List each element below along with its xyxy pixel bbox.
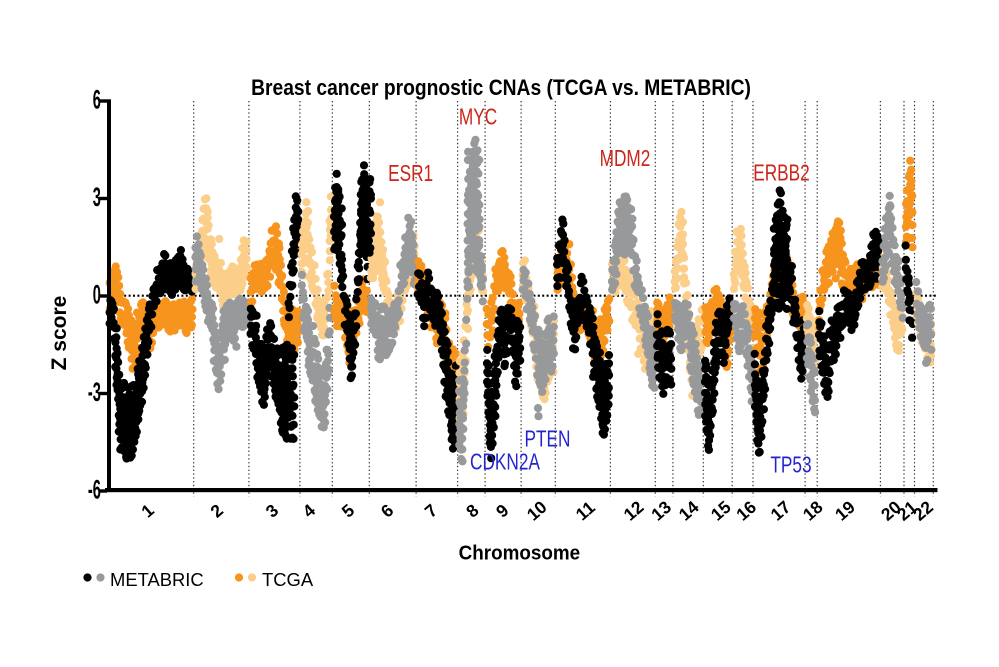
- svg-text:3: 3: [93, 181, 101, 212]
- svg-text:19: 19: [831, 497, 859, 525]
- svg-text:3: 3: [262, 500, 283, 522]
- svg-text:12: 12: [620, 497, 648, 525]
- svg-text:6: 6: [377, 500, 398, 522]
- svg-text:TCGA: TCGA: [262, 569, 314, 590]
- svg-text:PTEN: PTEN: [525, 427, 571, 452]
- svg-text:15: 15: [707, 497, 735, 525]
- svg-text:1: 1: [137, 500, 158, 522]
- svg-text:7: 7: [421, 500, 441, 521]
- svg-text:METABRIC: METABRIC: [110, 569, 204, 590]
- svg-text:-3: -3: [88, 376, 101, 407]
- svg-text:16: 16: [732, 497, 760, 525]
- svg-text:13: 13: [647, 497, 675, 525]
- svg-text:Z score: Z score: [48, 296, 71, 371]
- svg-text:-6: -6: [88, 473, 101, 504]
- svg-text:14: 14: [675, 497, 703, 525]
- svg-text:Chromosome: Chromosome: [459, 542, 581, 565]
- svg-text:CDKN2A: CDKN2A: [470, 450, 540, 475]
- svg-text:9: 9: [492, 500, 513, 522]
- svg-text:22: 22: [909, 497, 937, 525]
- svg-text:10: 10: [523, 497, 551, 525]
- svg-text:17: 17: [767, 497, 795, 525]
- svg-text:MDM2: MDM2: [600, 147, 651, 172]
- svg-text:TP53: TP53: [770, 453, 811, 478]
- svg-text:Breast cancer prognostic CNAs: Breast cancer prognostic CNAs (TCGA vs. …: [251, 76, 751, 100]
- svg-text:0: 0: [93, 278, 101, 309]
- svg-text:6: 6: [93, 83, 101, 114]
- svg-text:ERBB2: ERBB2: [753, 161, 810, 186]
- svg-text:18: 18: [799, 497, 827, 525]
- svg-text:4: 4: [299, 500, 320, 522]
- svg-text:5: 5: [338, 500, 359, 522]
- svg-text:11: 11: [572, 497, 599, 524]
- svg-text:8: 8: [462, 500, 483, 522]
- svg-text:ESR1: ESR1: [388, 162, 433, 187]
- svg-text:2: 2: [207, 500, 228, 522]
- svg-text:MYC: MYC: [459, 105, 497, 130]
